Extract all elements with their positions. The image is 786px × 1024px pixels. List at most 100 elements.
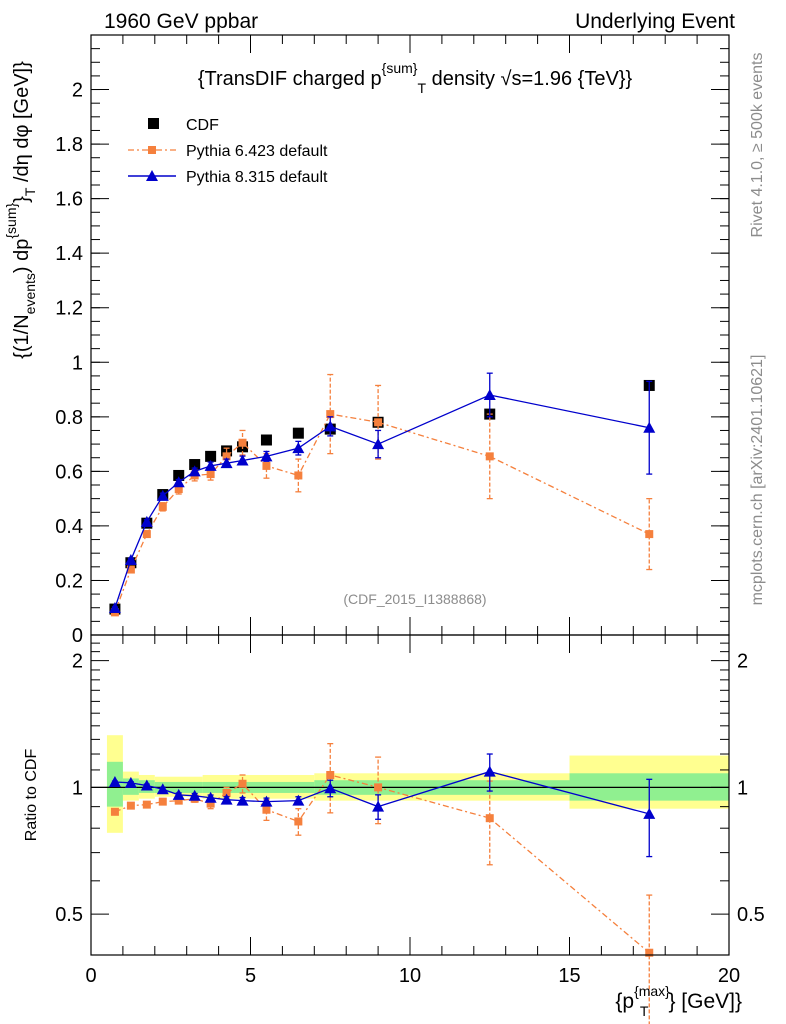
ratio-py8-point <box>643 807 656 819</box>
ratio-y-tick-label: 0.5 <box>55 904 83 926</box>
ratio-y-tick-label-right: 0.5 <box>737 904 765 926</box>
ratio-py6-point <box>645 948 654 957</box>
legend-label-py6: Pythia 6.423 default <box>186 143 328 160</box>
y-axis-label: {(1/Nevents) dp{sum}}T /dη dφ [GeV]} <box>3 61 38 359</box>
ratio-py8-point <box>156 783 169 795</box>
ratio-y-label: Ratio to CDF <box>23 749 40 842</box>
legend-label-py8: Pythia 8.315 default <box>186 169 328 186</box>
ratio-y-tick-label-right: 1 <box>737 777 748 799</box>
y-tick-label: 0.6 <box>55 461 83 483</box>
cdf-point <box>292 427 304 439</box>
py8-point <box>172 476 185 488</box>
legend: CDF Pythia 6.423 default Pythia 8.315 de… <box>128 117 328 186</box>
ratio-py8-point <box>140 779 153 791</box>
x-axis-label: {p{max} T } [GeV]} <box>615 983 742 1019</box>
ratio-py8-point <box>188 789 201 801</box>
ratio-y-tick-label: 1 <box>72 777 83 799</box>
title-sqrt: √ <box>501 68 512 90</box>
ratio-py6-point <box>374 783 383 792</box>
py8-point <box>483 389 496 400</box>
header-left: 1960 GeV ppbar <box>104 10 258 33</box>
x-tick-label: 10 <box>399 965 421 987</box>
py6-point <box>158 502 167 511</box>
ylabel-p1: {(1/N <box>11 314 33 358</box>
xlabel-sup: {max} <box>634 983 670 999</box>
main-panel: 0 0.2 0.4 0.6 0.8 1 1.2 1.4 1.6 1.8 2 {TransDIF ch… <box>3 34 730 647</box>
y-tick-label: 1.6 <box>55 189 83 211</box>
ratio-py6-point <box>485 814 494 823</box>
y-tick-label: 1.2 <box>55 298 83 320</box>
ratio-py8-point <box>372 800 385 812</box>
py8-point <box>260 450 273 462</box>
py6-point <box>174 485 183 494</box>
x-tick-label: 20 <box>718 965 740 987</box>
header-right: Underlying Event <box>575 10 735 33</box>
xlabel-p2: } [GeV]} <box>668 990 742 1013</box>
cdf-point <box>189 459 201 471</box>
ratio-py6-point <box>206 799 215 808</box>
py6-point <box>374 418 383 427</box>
ratio-py8-point <box>292 794 305 806</box>
ratio-py6-point <box>262 805 271 814</box>
title-suffix: density <box>426 68 500 90</box>
x-tick-label: 5 <box>245 965 256 987</box>
ratio-py8-point <box>483 765 496 777</box>
ratio-y-tick-label-right: 2 <box>737 651 748 673</box>
title-prefix: {TransDIF charged p <box>198 68 382 90</box>
py8-point <box>108 602 121 613</box>
cdf-point <box>173 469 185 481</box>
ratio-py6-point <box>294 817 303 826</box>
ratio-py6-point <box>238 779 247 788</box>
py8-point <box>236 454 249 466</box>
y-tick-label: 0.2 <box>55 570 83 592</box>
x-tick-label: 15 <box>558 965 580 987</box>
ratio-py8-point <box>108 775 121 787</box>
py6-point <box>206 470 215 479</box>
py8-point <box>372 438 385 450</box>
cdf-point <box>205 450 217 462</box>
py6-point <box>262 461 271 470</box>
legend-marker-py8 <box>146 170 158 181</box>
ylabel-p3: } <box>11 196 33 203</box>
analysis-annotation: (CDF_2015_I1388868) <box>343 591 486 607</box>
py8-point <box>220 457 233 469</box>
ratio-py6-point <box>158 797 167 806</box>
ratio-py8-point <box>260 795 273 807</box>
ratio-py6-point <box>126 801 135 810</box>
ratio-py8-point <box>204 791 217 803</box>
ylabel-sup2: {sum} <box>3 203 19 239</box>
ratio-py6-point <box>222 788 231 797</box>
y-tick-label: 0.8 <box>55 407 83 429</box>
py8-point <box>124 554 137 565</box>
ratio-py8-point <box>172 788 185 800</box>
xlabel-sub: T <box>640 1003 649 1019</box>
py6-point <box>326 410 335 419</box>
ratio-py6-point <box>110 807 119 816</box>
ratio-py6-point <box>174 796 183 805</box>
ylabel-p4: /dη dφ [GeV]} <box>11 61 33 188</box>
chart-title: {TransDIF charged p{sum} T density √s=1.9… <box>198 60 633 96</box>
py6-point <box>238 438 247 447</box>
py6-point <box>222 452 231 461</box>
py8-point <box>324 420 337 432</box>
ratio-py8-point <box>324 782 337 794</box>
ylabel-sub1: events <box>22 273 38 314</box>
py6-point <box>485 452 494 461</box>
title-sup: {sum} <box>382 60 418 76</box>
y-tick-label: 0.4 <box>55 516 83 538</box>
ratio-py6-point <box>326 770 335 779</box>
py6-point <box>294 471 303 480</box>
y-tick-label: 2 <box>72 80 83 102</box>
y-tick-label: 0 <box>72 625 83 647</box>
ratio-py8-point <box>236 794 249 806</box>
ylabel-p2: ) dp <box>11 239 33 273</box>
py6-point <box>126 565 135 574</box>
py6-line <box>114 413 650 613</box>
py8-point <box>204 459 217 471</box>
py6-point <box>645 530 654 539</box>
py8-point <box>140 515 153 527</box>
ratio-py8-point <box>220 793 233 805</box>
xlabel-p1: {p <box>615 990 634 1013</box>
y-tick-label: 1.8 <box>55 134 83 156</box>
